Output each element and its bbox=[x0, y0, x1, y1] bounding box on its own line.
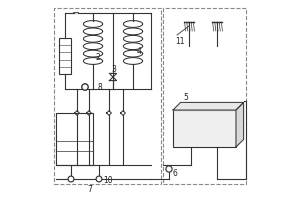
Circle shape bbox=[83, 85, 87, 89]
Circle shape bbox=[82, 84, 88, 90]
Bar bbox=[163, 8, 246, 184]
Circle shape bbox=[167, 167, 171, 171]
Text: 8: 8 bbox=[97, 83, 102, 92]
Bar bbox=[54, 8, 161, 184]
Text: 3: 3 bbox=[111, 64, 116, 73]
Circle shape bbox=[166, 166, 172, 172]
Circle shape bbox=[98, 177, 100, 181]
Circle shape bbox=[68, 176, 74, 182]
Polygon shape bbox=[236, 102, 244, 147]
Bar bbox=[59, 38, 70, 74]
Circle shape bbox=[69, 177, 73, 181]
Circle shape bbox=[96, 176, 102, 182]
Text: 6: 6 bbox=[172, 168, 177, 178]
Text: 5: 5 bbox=[183, 92, 188, 102]
Text: 4: 4 bbox=[137, 46, 142, 55]
Bar bbox=[173, 110, 236, 147]
Bar bbox=[56, 113, 93, 165]
Text: 11: 11 bbox=[175, 36, 184, 46]
Polygon shape bbox=[173, 102, 244, 110]
Text: 10: 10 bbox=[103, 176, 113, 185]
Text: 7: 7 bbox=[87, 184, 92, 194]
Text: 2: 2 bbox=[95, 52, 100, 62]
